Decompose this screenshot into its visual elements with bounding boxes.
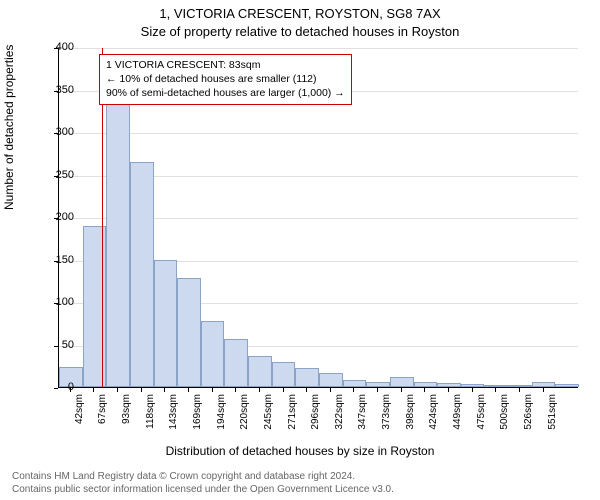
ytick-mark	[54, 346, 58, 347]
y-axis-label: Number of detached properties	[2, 45, 16, 210]
xtick-label: 424sqm	[428, 394, 439, 438]
histogram-bar	[508, 385, 532, 387]
xtick-mark	[495, 388, 496, 392]
xtick-label: 118sqm	[145, 394, 156, 438]
attribution-line2: Contains public sector information licen…	[12, 484, 394, 495]
xtick-label: 169sqm	[192, 394, 203, 438]
xtick-label: 322sqm	[334, 394, 345, 438]
ytick-label: 300	[34, 126, 74, 138]
xtick-mark	[330, 388, 331, 392]
xtick-mark	[283, 388, 284, 392]
histogram-bar	[390, 377, 414, 387]
ytick-mark	[54, 48, 58, 49]
ytick-label: 400	[34, 41, 74, 53]
xtick-label: 67sqm	[97, 394, 108, 438]
ytick-label: 350	[34, 84, 74, 96]
annotation-line1: 1 VICTORIA CRESCENT: 83sqm	[106, 58, 345, 72]
xtick-mark	[117, 388, 118, 392]
histogram-bar	[83, 226, 107, 388]
histogram-bar	[414, 382, 438, 387]
histogram-bar	[130, 162, 154, 387]
histogram-bar	[555, 384, 579, 387]
annotation-box: 1 VICTORIA CRESCENT: 83sqm ← 10% of deta…	[99, 54, 352, 105]
xtick-label: 296sqm	[310, 394, 321, 438]
histogram-bar	[106, 100, 130, 387]
annotation-line3: 90% of semi-detached houses are larger (…	[106, 86, 345, 100]
xtick-mark	[306, 388, 307, 392]
histogram-bar	[154, 260, 178, 388]
xtick-label: 245sqm	[263, 394, 274, 438]
xtick-label: 475sqm	[476, 394, 487, 438]
ytick-label: 200	[34, 211, 74, 223]
histogram-bar	[319, 373, 343, 387]
xtick-label: 93sqm	[121, 394, 132, 438]
xtick-mark	[448, 388, 449, 392]
xtick-label: 220sqm	[239, 394, 250, 438]
histogram-bar	[272, 362, 296, 388]
xtick-mark	[235, 388, 236, 392]
histogram-bar	[437, 383, 461, 387]
histogram-bar	[224, 339, 248, 387]
xtick-mark	[70, 388, 71, 392]
xtick-mark	[353, 388, 354, 392]
xtick-label: 143sqm	[168, 394, 179, 438]
xtick-label: 347sqm	[357, 394, 368, 438]
xtick-label: 526sqm	[523, 394, 534, 438]
x-axis-label: Distribution of detached houses by size …	[0, 444, 600, 458]
xtick-mark	[188, 388, 189, 392]
ytick-mark	[54, 218, 58, 219]
xtick-label: 271sqm	[287, 394, 298, 438]
xtick-mark	[519, 388, 520, 392]
xtick-label: 398sqm	[405, 394, 416, 438]
ytick-mark	[54, 176, 58, 177]
attribution-line1: Contains HM Land Registry data © Crown c…	[12, 471, 355, 482]
xtick-label: 500sqm	[499, 394, 510, 438]
ytick-mark	[54, 388, 58, 389]
ytick-mark	[54, 303, 58, 304]
xtick-label: 42sqm	[74, 394, 85, 438]
xtick-mark	[543, 388, 544, 392]
histogram-bar	[343, 380, 367, 387]
ytick-label: 150	[34, 254, 74, 266]
ytick-label: 250	[34, 169, 74, 181]
ytick-mark	[54, 261, 58, 262]
xtick-label: 194sqm	[216, 394, 227, 438]
xtick-mark	[259, 388, 260, 392]
histogram-bar	[248, 356, 272, 387]
xtick-label: 551sqm	[547, 394, 558, 438]
histogram-bar	[295, 368, 319, 387]
histogram-bar	[532, 382, 556, 387]
histogram-bar	[366, 382, 390, 387]
histogram-bar	[201, 321, 225, 387]
xtick-mark	[401, 388, 402, 392]
xtick-mark	[212, 388, 213, 392]
xtick-label: 449sqm	[452, 394, 463, 438]
ytick-label: 50	[34, 339, 74, 351]
xtick-mark	[93, 388, 94, 392]
plot-area: 1 VICTORIA CRESCENT: 83sqm ← 10% of deta…	[58, 48, 578, 388]
chart-title-line2: Size of property relative to detached ho…	[0, 24, 600, 39]
xtick-label: 373sqm	[381, 394, 392, 438]
histogram-chart: 1, VICTORIA CRESCENT, ROYSTON, SG8 7AX S…	[0, 0, 600, 500]
chart-title-line1: 1, VICTORIA CRESCENT, ROYSTON, SG8 7AX	[0, 6, 600, 21]
xtick-mark	[164, 388, 165, 392]
xtick-mark	[424, 388, 425, 392]
xtick-mark	[377, 388, 378, 392]
annotation-line2: ← 10% of detached houses are smaller (11…	[106, 72, 345, 86]
histogram-bar	[484, 385, 508, 387]
xtick-mark	[141, 388, 142, 392]
xtick-mark	[472, 388, 473, 392]
ytick-label: 100	[34, 296, 74, 308]
ytick-label: 0	[34, 381, 74, 393]
ytick-mark	[54, 91, 58, 92]
ytick-mark	[54, 133, 58, 134]
histogram-bar	[461, 384, 485, 387]
histogram-bar	[177, 278, 201, 387]
